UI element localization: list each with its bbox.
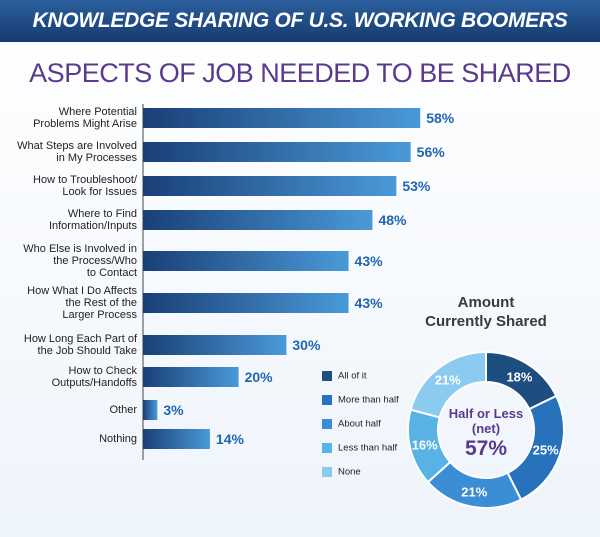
category-label: Who Else is Involved in the Process/Who … bbox=[23, 243, 137, 279]
bar bbox=[143, 400, 158, 420]
header-title: KNOWLEDGE SHARING OF U.S. WORKING BOOMER… bbox=[32, 9, 568, 32]
value-label: 43% bbox=[354, 253, 383, 269]
slice-label: 21% bbox=[461, 484, 488, 500]
bar bbox=[143, 108, 421, 128]
slice-label: 21% bbox=[434, 372, 461, 388]
category-label: Nothing bbox=[99, 433, 137, 445]
category-label: How to Troubleshoot/ Look for Issues bbox=[33, 174, 137, 198]
center-text: Half or Less (net) bbox=[448, 406, 524, 436]
legend-label: All of it bbox=[338, 370, 367, 382]
value-label: 43% bbox=[354, 295, 383, 311]
category-label: How Long Each Part of the Job Should Tak… bbox=[23, 333, 137, 357]
bar bbox=[143, 251, 349, 271]
header-band bbox=[0, 0, 600, 42]
value-label: 20% bbox=[244, 369, 273, 385]
legend-swatch bbox=[322, 371, 332, 381]
bar bbox=[143, 210, 373, 230]
legend-swatch bbox=[322, 443, 332, 453]
center-value: 57% bbox=[464, 437, 508, 460]
slice-label: 16% bbox=[411, 437, 438, 453]
legend-label: Less than half bbox=[338, 442, 398, 454]
legend-label: None bbox=[338, 466, 361, 478]
legend-swatch bbox=[322, 419, 332, 429]
value-label: 58% bbox=[426, 110, 455, 126]
category-label: How to Check Outputs/Handoffs bbox=[51, 365, 137, 389]
value-label: 53% bbox=[402, 178, 431, 194]
legend-swatch bbox=[322, 395, 332, 405]
category-label: Where to Find Information/Inputs bbox=[48, 208, 137, 232]
value-label: 30% bbox=[292, 337, 321, 353]
legend-label: About half bbox=[338, 418, 381, 430]
category-label: Other bbox=[109, 404, 137, 416]
slice-label: 25% bbox=[532, 442, 559, 458]
chart-title: ASPECTS OF JOB NEEDED TO BE SHARED bbox=[29, 58, 571, 88]
category-label: Where Potential Problems Might Arise bbox=[33, 106, 137, 130]
category-label: How What I Do Affects the Rest of the La… bbox=[27, 285, 137, 321]
category-label: What Steps are Involved in My Processes bbox=[17, 140, 137, 164]
value-label: 14% bbox=[215, 431, 244, 447]
donut-slice bbox=[409, 350, 487, 419]
legend-swatch bbox=[322, 467, 332, 477]
slice-label: 18% bbox=[506, 369, 533, 385]
value-label: 56% bbox=[416, 144, 445, 160]
donut-title: Amount Currently Shared bbox=[425, 294, 547, 330]
bar bbox=[143, 142, 411, 162]
bar bbox=[143, 176, 397, 196]
bar bbox=[143, 367, 239, 387]
value-label: 3% bbox=[163, 402, 184, 418]
value-label: 48% bbox=[378, 212, 407, 228]
bar bbox=[143, 429, 210, 449]
bar bbox=[143, 293, 349, 313]
bar bbox=[143, 335, 287, 355]
legend-label: More than half bbox=[338, 394, 399, 406]
